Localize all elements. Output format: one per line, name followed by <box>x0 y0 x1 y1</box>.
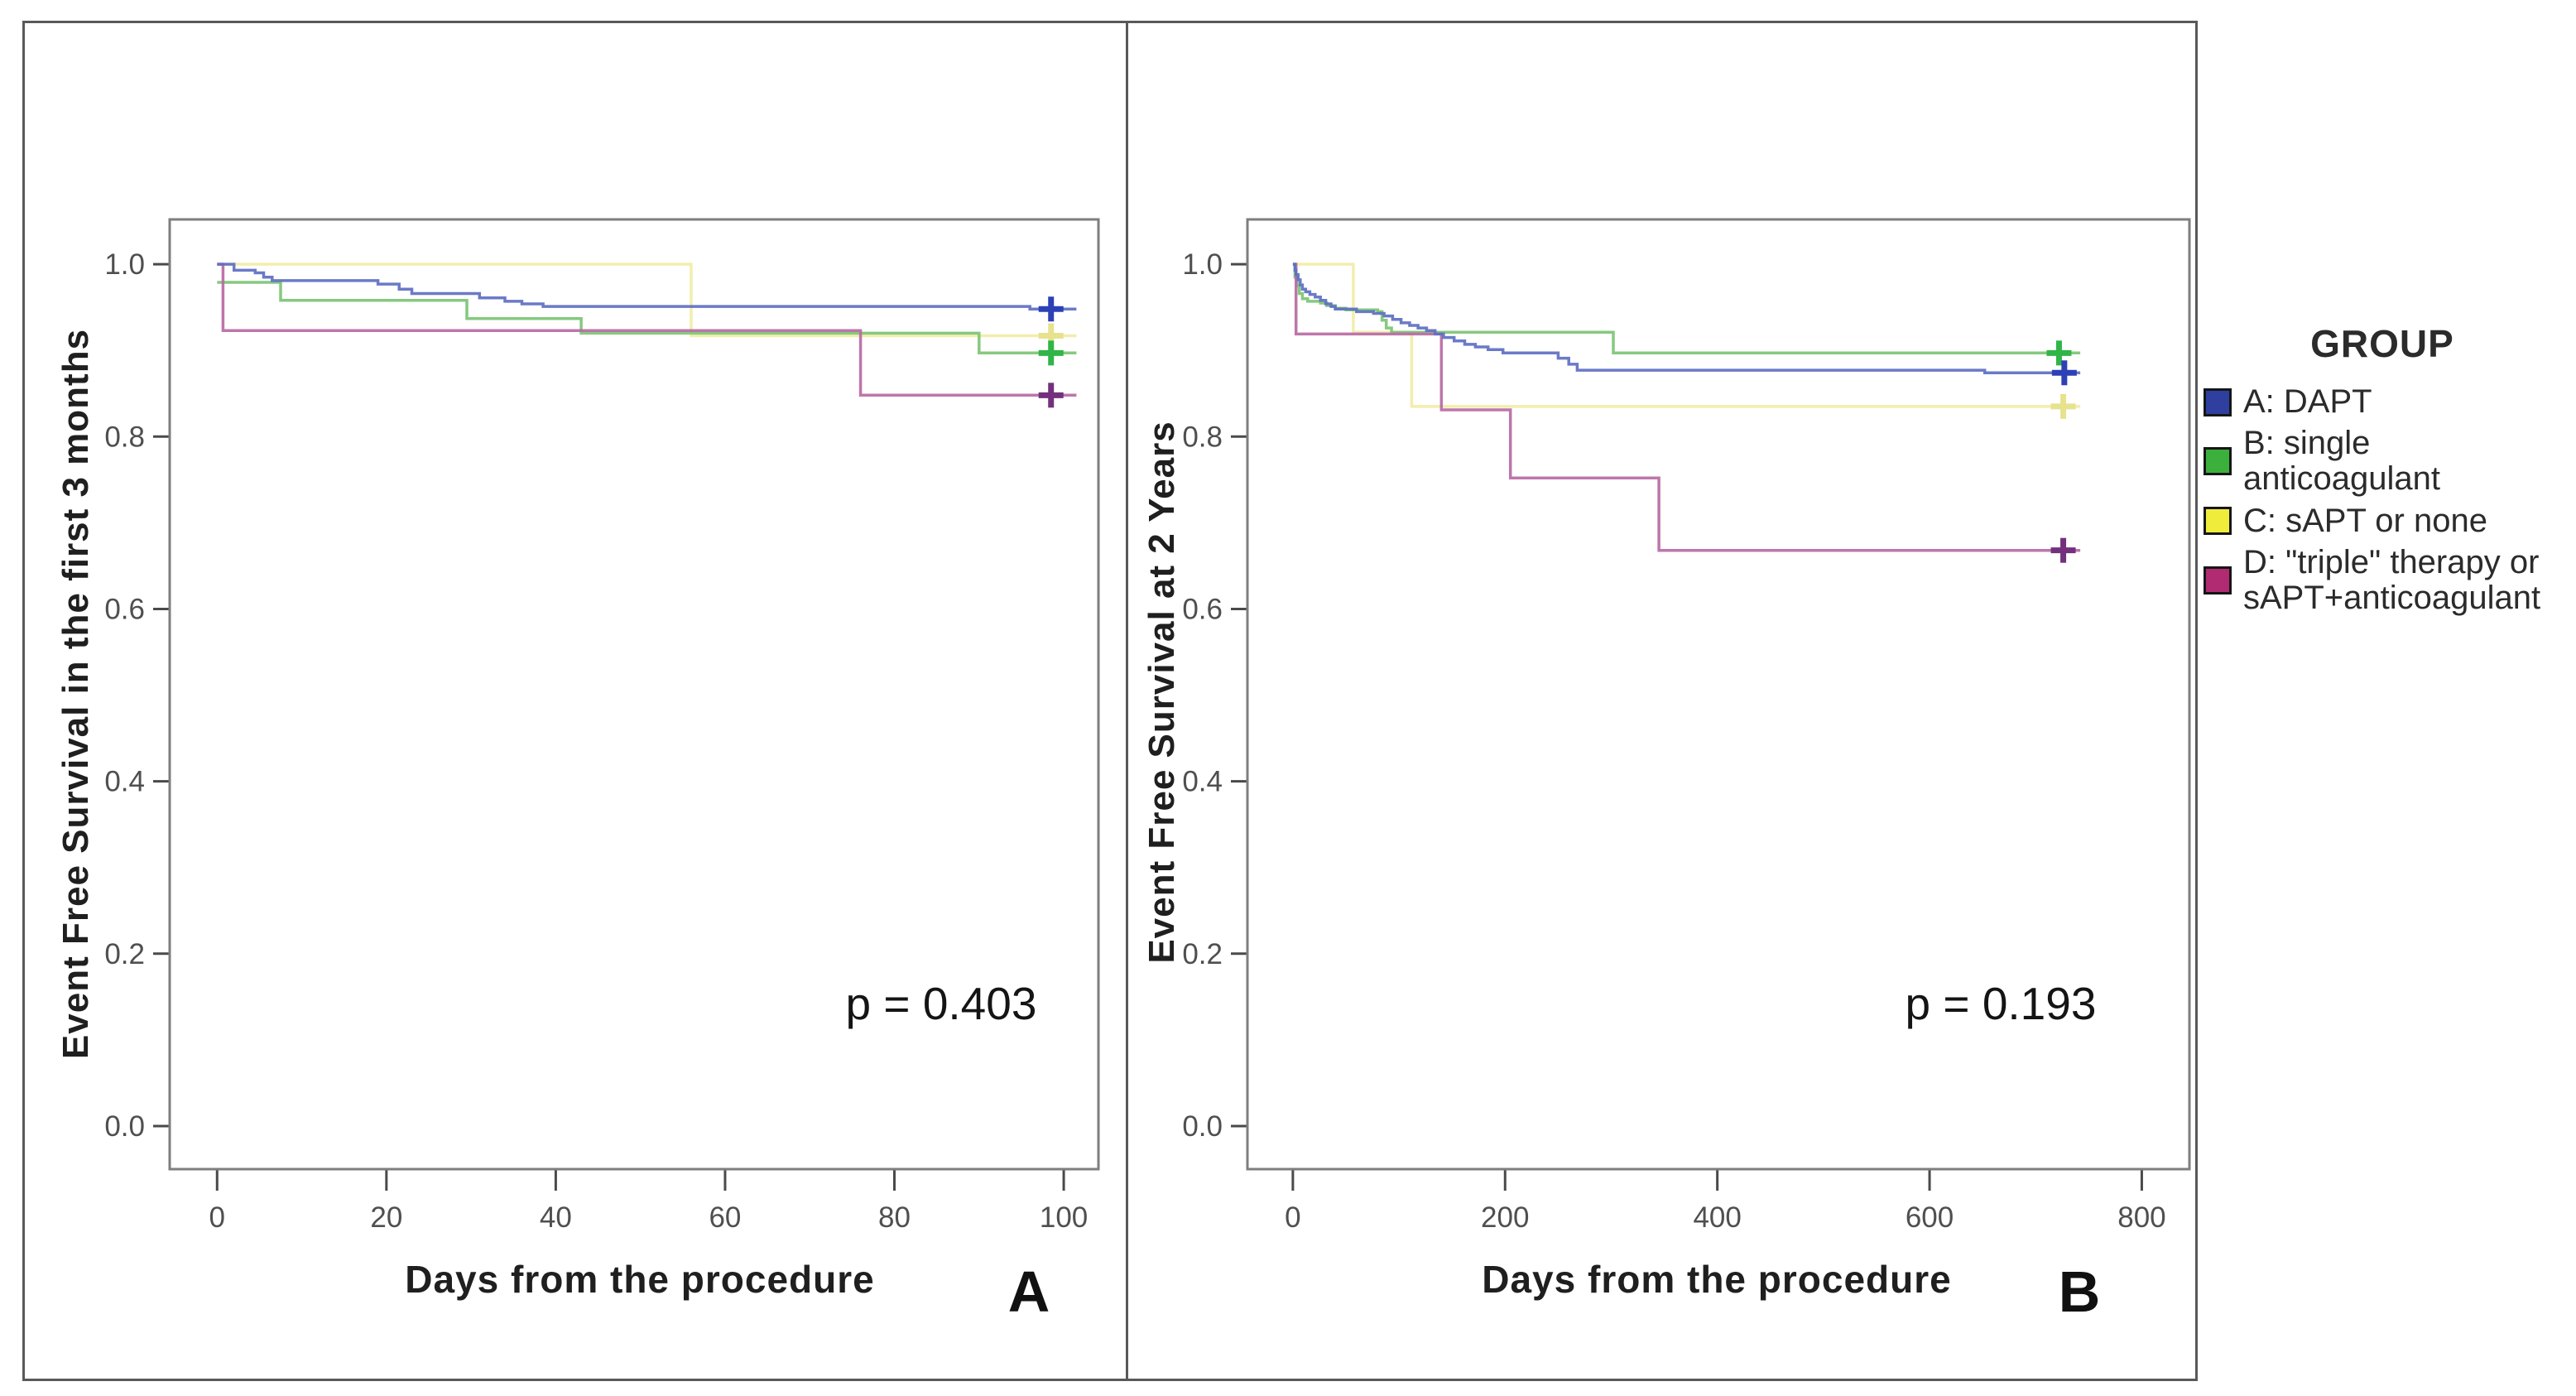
legend-title: GROUP <box>2310 322 2454 365</box>
panel-a-p-value: p = 0.403 <box>845 978 1037 1029</box>
legend: GROUP A: DAPT B: single anticoagulant C: s… <box>2204 321 2576 622</box>
x-axis-tick-label: 800 <box>2117 1201 2165 1234</box>
legend-item-d-triple-therapy: D: "triple" therapy or sAPT+anticoagulant <box>2204 543 2576 616</box>
y-axis-tick-label: 0.6 <box>104 593 145 625</box>
y-axis-tick-label: 0.0 <box>1182 1110 1223 1143</box>
x-axis-tick-label: 20 <box>370 1201 402 1234</box>
panel-a-chart: 0 20 40 60 80 100 0.0 0.2 0.4 0.6 0.8 1.0 <box>104 218 1100 1234</box>
legend-items: A: DAPT B: single anticoagulant C: sAPT or… <box>2204 383 2576 616</box>
y-axis-tick-label: 0.4 <box>1182 766 1223 798</box>
panel-b-x-axis-label: Days from the procedure <box>1482 1258 1952 1301</box>
panel-b-y-axis-label: Event Free Survival at 2 Years <box>1141 421 1182 964</box>
x-axis-tick-label: 600 <box>1906 1201 1954 1234</box>
panel-divider <box>1126 21 1128 1381</box>
panel-b-p-value: p = 0.193 <box>1905 978 2097 1029</box>
legend-label-b-single-anticoagulant: B: single anticoagulant <box>2243 425 2440 498</box>
survival-curve-a-dapt <box>217 262 1077 310</box>
y-axis-tick-label: 0.2 <box>1182 938 1223 970</box>
y-axis-tick-label: 0.8 <box>1182 421 1223 453</box>
x-axis-tick-label: 100 <box>1040 1201 1088 1234</box>
legend-item-c-sapt-or-none: C: sAPT or none <box>2204 503 2576 539</box>
y-axis-tick-label: 1.0 <box>104 248 145 281</box>
y-axis-tick-label: 0.4 <box>104 766 145 798</box>
panel-a-y-axis-label: Event Free Survival in the first 3 month… <box>55 328 96 1060</box>
figure-frame <box>22 21 2198 1381</box>
panel-b-chart: 0 200 400 600 800 0.0 0.2 0.4 0.6 0.8 1.0 <box>1182 218 2191 1234</box>
legend-swatch-c-sapt-or-none <box>2204 507 2232 536</box>
legend-label-c-sapt-or-none: C: sAPT or none <box>2243 502 2487 539</box>
y-axis-tick-label: 0.8 <box>104 421 145 453</box>
legend-item-a-dapt: A: DAPT <box>2204 383 2576 420</box>
panel-a-letter: A <box>1007 1259 1050 1324</box>
legend-label-a-dapt: A: DAPT <box>2243 383 2372 420</box>
survival-curve-c-sapt-or-none <box>1292 262 2081 408</box>
panel-a-x-axis-label: Days from the procedure <box>405 1258 875 1301</box>
legend-swatch-d-triple-therapy <box>2204 566 2232 595</box>
x-axis-tick-label: 80 <box>878 1201 911 1234</box>
legend-label-d-triple-therapy: D: "triple" therapy or sAPT+anticoagulant <box>2243 543 2541 616</box>
plot-border <box>1246 218 2191 1171</box>
y-axis-tick-label: 0.6 <box>1182 593 1223 625</box>
survival-curve-c-sapt-or-none <box>217 262 1077 338</box>
y-axis-tick-label: 1.0 <box>1182 248 1223 281</box>
x-axis-tick-label: 0 <box>1285 1201 1300 1234</box>
survival-curve-d-triple-therapy <box>1292 262 2081 552</box>
panel-b-letter: B <box>2058 1259 2101 1324</box>
plot-border <box>168 218 1100 1171</box>
survival-curve-b-single-anticoagulant <box>217 281 1077 355</box>
y-axis-tick-label: 0.0 <box>104 1110 145 1143</box>
x-axis-tick-label: 60 <box>709 1201 741 1234</box>
y-axis-tick-label: 0.2 <box>104 938 145 970</box>
x-axis-tick-label: 400 <box>1693 1201 1741 1234</box>
x-axis-tick-label: 200 <box>1481 1201 1529 1234</box>
legend-item-b-single-anticoagulant: B: single anticoagulant <box>2204 425 2576 498</box>
survival-curve-d-triple-therapy <box>217 262 1077 397</box>
legend-swatch-b-single-anticoagulant <box>2204 447 2232 476</box>
x-axis-tick-label: 40 <box>540 1201 572 1234</box>
x-axis-tick-label: 0 <box>209 1201 225 1234</box>
survival-curve-a-dapt <box>1292 262 2081 375</box>
legend-swatch-a-dapt <box>2204 388 2232 416</box>
